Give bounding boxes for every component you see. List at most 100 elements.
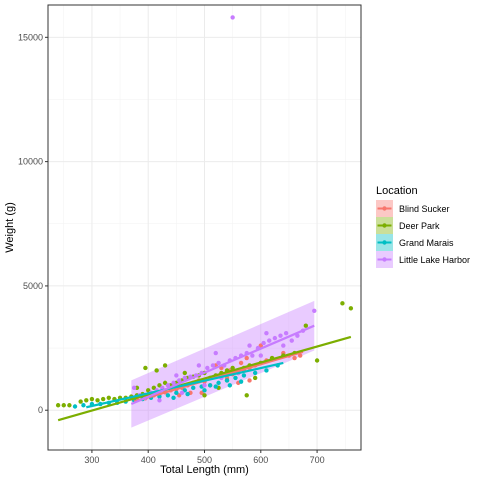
legend-title: Location — [376, 185, 418, 197]
data-point — [340, 301, 345, 306]
legend-label: Little Lake Harbor — [399, 255, 470, 265]
legend-key-point — [382, 240, 387, 245]
data-point — [244, 355, 249, 361]
data-point — [78, 399, 83, 404]
data-point — [182, 370, 187, 376]
data-point — [199, 390, 204, 396]
data-point — [162, 380, 168, 386]
data-point — [171, 380, 176, 386]
fit-lines — [57, 324, 352, 422]
grid — [48, 5, 361, 450]
legend: Location Blind Sucker Deer Park Grand Mara… — [376, 185, 470, 268]
data-point — [244, 393, 249, 398]
x-tick-label: 400 — [141, 455, 156, 465]
y-tick-label: 15000 — [18, 32, 43, 42]
data-point — [157, 398, 162, 403]
data-point — [230, 15, 235, 20]
data-point — [283, 330, 289, 336]
axis-ticks: 300 400 500 600 700 0 5000 10000 15000 — [18, 32, 325, 465]
data-point — [72, 404, 78, 409]
data-point — [250, 353, 255, 358]
legend-entry: Little Lake Harbor — [376, 251, 470, 268]
y-tick-label: 10000 — [18, 157, 43, 167]
data-point — [289, 338, 294, 343]
fit-line — [86, 361, 284, 409]
data-point — [252, 370, 258, 376]
data-point — [95, 398, 100, 403]
legend-label: Grand Marais — [399, 238, 454, 248]
data-point — [298, 353, 303, 358]
data-point — [213, 350, 218, 356]
data-point — [165, 393, 171, 398]
data-point — [202, 388, 207, 393]
data-point — [202, 383, 207, 388]
legend-entry: Grand Marais — [376, 234, 454, 251]
data-point — [312, 308, 317, 313]
legend-entry: Blind Sucker — [376, 200, 450, 217]
data-point — [185, 391, 190, 397]
data-point — [84, 398, 89, 403]
x-tick-label: 300 — [84, 455, 99, 465]
x-tick-label: 500 — [197, 455, 212, 465]
y-tick-label: 5000 — [23, 281, 43, 291]
data-point — [348, 306, 354, 311]
data-point — [171, 395, 176, 400]
fit-line — [57, 335, 352, 422]
data-point — [174, 390, 179, 396]
data-point — [264, 368, 269, 373]
data-point — [247, 378, 252, 383]
data-point — [233, 375, 238, 381]
data-point — [165, 383, 171, 388]
data-point — [81, 403, 86, 408]
data-point — [154, 368, 159, 373]
data-point — [176, 378, 182, 383]
data-point — [143, 365, 148, 371]
data-point — [191, 385, 196, 391]
data-point — [227, 383, 233, 388]
data-point — [131, 385, 137, 391]
data-point — [100, 396, 106, 402]
data-point — [210, 363, 216, 368]
data-point — [230, 365, 235, 371]
legend-entry: Deer Park — [376, 217, 440, 234]
data-point — [61, 403, 66, 408]
data-point — [314, 358, 320, 363]
data-point — [106, 395, 111, 400]
data-point — [196, 363, 202, 368]
data-point — [272, 335, 278, 341]
y-axis-title: Weight (g) — [4, 202, 16, 253]
data-point — [224, 378, 230, 383]
data-point — [55, 403, 61, 408]
data-point — [216, 360, 221, 366]
data-point — [278, 333, 283, 338]
legend-key-point — [382, 206, 387, 211]
fit-line — [130, 324, 315, 406]
data-point — [213, 384, 218, 389]
data-point — [264, 330, 269, 336]
data-point — [205, 365, 210, 371]
data-point — [174, 373, 179, 378]
data-point — [162, 363, 168, 368]
data-point — [176, 393, 182, 398]
data-point — [252, 375, 258, 381]
data-point — [281, 343, 286, 348]
data-point — [89, 396, 95, 402]
data-point — [202, 393, 207, 398]
data-point — [261, 340, 266, 346]
data-point — [238, 379, 244, 384]
x-tick-label: 700 — [310, 455, 325, 465]
data-point — [216, 380, 221, 386]
data-point — [267, 338, 272, 343]
legend-label: Blind Sucker — [399, 204, 450, 214]
data-point — [247, 343, 252, 348]
data-point — [179, 390, 185, 396]
data-point — [182, 388, 187, 393]
data-point — [157, 383, 162, 388]
legend-key-point — [382, 223, 387, 228]
data-point — [151, 385, 157, 391]
data-point — [303, 323, 309, 328]
data-point — [241, 373, 247, 378]
legend-key-point — [382, 257, 387, 262]
legend-label: Deer Park — [399, 221, 440, 231]
